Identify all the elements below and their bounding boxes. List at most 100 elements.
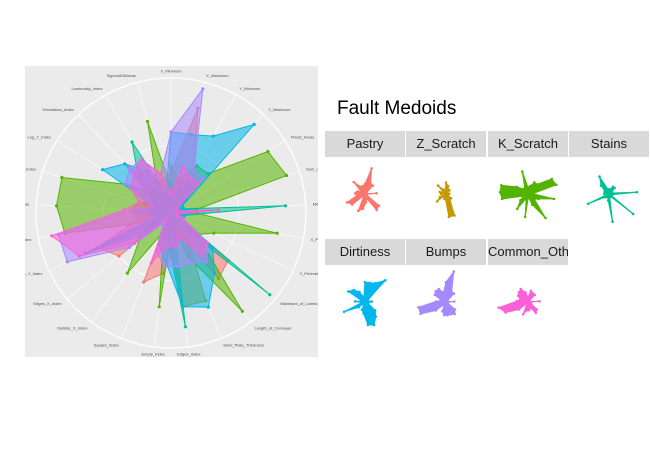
series-k-scratch-point	[240, 309, 244, 313]
facet-point	[446, 193, 449, 196]
series-other-faults-point	[216, 208, 220, 212]
facet-area-k-scratch	[499, 171, 558, 219]
axis-label-edges-index: Edges_Index	[177, 351, 200, 356]
facet-point	[342, 310, 346, 314]
facet-point	[533, 293, 537, 297]
facet-radar-z-scratch	[406, 158, 486, 230]
facet-point	[519, 199, 522, 202]
series-dirtiness-point	[101, 168, 105, 172]
series-other-faults-point	[77, 254, 81, 258]
facet-point	[552, 197, 556, 201]
facet-radar-k-scratch	[488, 158, 568, 230]
facet-radar-common-other-faults	[488, 266, 568, 338]
facet-point	[635, 190, 639, 194]
facet-point	[444, 181, 448, 184]
facet-point	[365, 193, 368, 196]
facet-point	[345, 201, 349, 204]
series-bumps-point	[189, 261, 193, 265]
facet-point	[544, 216, 547, 220]
axis-label-y-maximum: Y_Maximum	[268, 107, 291, 112]
facet-point	[497, 306, 501, 309]
facet-point	[374, 281, 377, 285]
facet-point	[366, 302, 370, 305]
facet-area-bumps	[417, 269, 456, 316]
facet-point	[529, 289, 533, 293]
facet-point	[355, 194, 359, 197]
facet-point	[443, 313, 446, 317]
facet-radar-svg-dirtiness	[342, 279, 387, 327]
facet-point	[377, 204, 381, 207]
facet-point	[441, 190, 445, 194]
series-other-faults-point	[201, 255, 205, 259]
series-other-faults-point	[129, 186, 133, 190]
facet-strip-stains: Stains	[569, 131, 649, 157]
series-dirtiness-point	[123, 162, 127, 166]
facet-point	[438, 195, 442, 199]
facet-point	[375, 192, 378, 195]
facet-point	[441, 309, 444, 313]
facet-point	[606, 187, 610, 191]
facet-point	[533, 181, 536, 184]
facet-point	[538, 300, 541, 303]
facet-point	[375, 208, 378, 212]
axis-label-minimum-of-luminosity: Minimum_of_Lumino	[313, 202, 318, 207]
series-stains-point	[268, 293, 272, 297]
facet-point	[528, 184, 532, 188]
axis-label-log-x-index: Log_X_Index	[25, 167, 36, 172]
radar-chart-panel: X_Minimum X_Maximum Y_Minimum Y_Maximum Pixe…	[0, 66, 351, 357]
facet-point	[435, 200, 439, 203]
facet-point	[523, 186, 527, 190]
facet-point	[453, 308, 457, 311]
series-k-scratch-point	[275, 231, 279, 235]
series-dirtiness-point	[182, 207, 186, 211]
facet-point	[444, 280, 448, 284]
facet-point	[531, 292, 535, 295]
series-other-faults-point	[173, 244, 177, 249]
facet-point	[363, 182, 367, 186]
series-other-faults-point	[159, 172, 163, 176]
facet-point	[527, 308, 531, 312]
facet-point	[526, 295, 530, 299]
series-dirtiness-point	[211, 245, 215, 249]
facet-point	[419, 312, 422, 316]
facet-point	[535, 183, 539, 186]
facet-point	[351, 203, 354, 206]
axis-label-x-maximum: X_Maximum	[206, 73, 229, 78]
facet-point	[369, 182, 372, 186]
axis-label-outside-x-index: Outside_X_Index	[57, 325, 88, 330]
facet-point	[452, 300, 456, 303]
facet-point	[434, 289, 438, 293]
series-pastry-point	[142, 280, 146, 284]
facet-point	[598, 175, 601, 178]
series-k-scratch-point	[54, 204, 59, 208]
series-other-faults-point	[132, 172, 136, 176]
facet-strip-bumps: Bumps	[406, 239, 486, 265]
facet-point	[529, 306, 532, 310]
facet-point	[586, 202, 590, 206]
facet-point	[550, 177, 553, 181]
series-bumps-point	[169, 130, 173, 134]
facet-point	[365, 197, 369, 200]
series-bumps-point	[127, 245, 131, 249]
facet-point	[442, 303, 446, 306]
series-other-faults-point	[205, 241, 209, 245]
facet-radar-stains	[569, 158, 649, 230]
axis-label-square-index: Square_Index	[94, 343, 119, 348]
facet-point	[599, 184, 603, 187]
facet-point	[453, 214, 456, 217]
facet-point	[358, 290, 361, 294]
series-k-scratch-point	[266, 149, 270, 154]
series-pastry-point	[117, 254, 121, 258]
series-bumps-point	[201, 87, 205, 91]
facet-point	[363, 280, 367, 284]
series-bumps-point	[192, 170, 196, 174]
series-other-faults-point	[165, 244, 169, 249]
facet-point	[436, 184, 440, 187]
facet-point	[524, 291, 527, 294]
facet-point	[442, 291, 445, 294]
axis-label-sigmoidofareas: SigmoidOfAreas	[107, 73, 136, 78]
facet-point	[440, 299, 443, 302]
radar-chart: X_Minimum X_Maximum Y_Minimum Y_Maximum Pixe…	[0, 66, 351, 357]
series-dirtiness-point	[182, 213, 186, 218]
facet-point	[448, 198, 452, 201]
